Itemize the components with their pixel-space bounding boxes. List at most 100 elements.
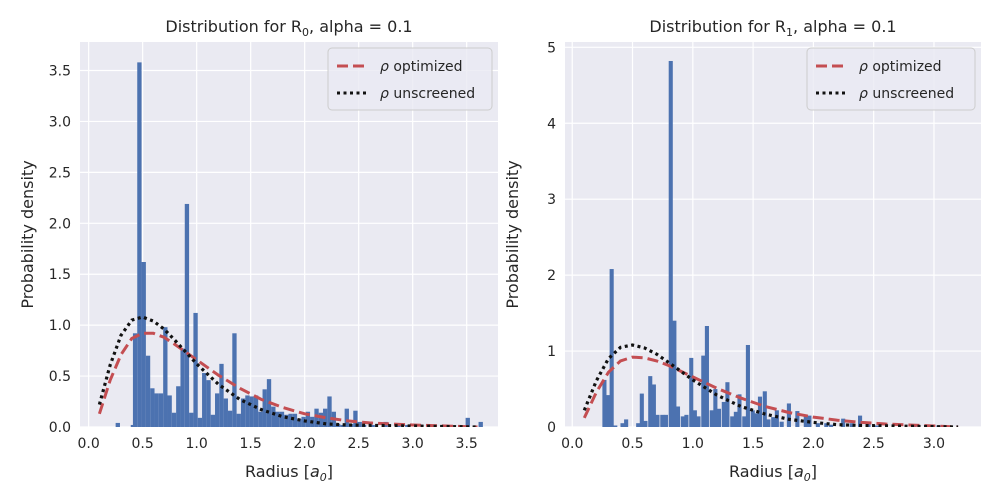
curves — [97, 315, 478, 427]
histogram-bar — [730, 416, 735, 427]
y-tick-label: 0.0 — [49, 420, 71, 436]
y-axis-label: Probability density — [18, 160, 37, 308]
histogram-bar — [253, 395, 259, 427]
curves — [582, 343, 959, 427]
histogram-bar — [189, 412, 194, 427]
x-tick-label: 1.0 — [186, 436, 208, 452]
histogram-bar — [370, 424, 375, 427]
histogram-bar — [689, 357, 694, 427]
histogram-bar — [771, 417, 776, 427]
histogram-bar — [171, 412, 177, 427]
histogram-bar — [292, 413, 298, 427]
histogram-bar — [154, 393, 159, 427]
histogram-bar — [725, 382, 730, 427]
histogram-bar — [762, 391, 767, 427]
x-tick-label: 2.0 — [802, 436, 824, 452]
y-tick-label: 3 — [547, 192, 556, 208]
x-label-subscript: 0 — [320, 471, 327, 484]
histogram-bar — [716, 408, 722, 427]
histogram-bar — [115, 422, 120, 427]
y-tick-label: 1.0 — [49, 318, 71, 334]
unscreened-curve — [97, 315, 478, 427]
histogram-bar — [318, 412, 324, 427]
histogram-bar — [232, 333, 237, 427]
histogram-bar — [692, 410, 697, 427]
histogram-bar — [184, 203, 190, 427]
histogram-bar — [803, 415, 808, 427]
histogram-bar — [609, 269, 614, 427]
histogram-bar — [353, 410, 358, 427]
histogram-bar — [405, 424, 410, 427]
histogram-bar — [132, 333, 138, 427]
histogram-bar — [709, 410, 714, 427]
histogram-bar — [227, 410, 233, 427]
histogram-bar — [158, 393, 164, 427]
histogram-bar — [271, 406, 276, 427]
y-tick-label: 5 — [547, 40, 556, 56]
histogram-bar — [660, 414, 665, 427]
x-label-suffix: ] — [811, 462, 817, 481]
histogram-bar — [754, 413, 759, 427]
histogram-bar — [137, 62, 142, 427]
histogram-bar — [663, 414, 668, 427]
chart-title: Distribution for R1, alpha = 0.1 — [649, 17, 896, 39]
histogram-bar — [249, 396, 254, 427]
y-tick-label: 0 — [547, 420, 556, 436]
y-tick-label: 3.0 — [49, 114, 71, 130]
histogram-bar — [141, 262, 146, 427]
legend-label-text: unscreened — [868, 86, 954, 102]
x-tick-label: 3.0 — [402, 436, 424, 452]
histogram-bar — [624, 419, 629, 427]
y-axis-label: Probability density — [503, 160, 522, 308]
histogram-bar — [786, 403, 791, 427]
histogram-bar — [680, 416, 685, 427]
histogram-bar — [815, 423, 820, 427]
histogram-bar — [240, 398, 246, 427]
histogram-bar — [750, 410, 755, 427]
optimized-curve — [582, 355, 959, 427]
legend-label-text: optimized — [389, 59, 463, 75]
histogram-bar — [176, 386, 181, 427]
histogram-bar — [643, 420, 648, 427]
legend-box — [327, 47, 493, 111]
histogram-bar — [672, 320, 677, 427]
legend-label-optimized: ρ optimized — [859, 59, 942, 75]
histogram-bar — [145, 355, 151, 427]
histogram-bar — [478, 421, 483, 427]
histogram-bar — [262, 389, 267, 427]
histogram-bar — [849, 423, 854, 427]
histogram-bar — [766, 419, 771, 427]
x-label-subscript: 0 — [804, 471, 811, 484]
histogram-bar — [721, 401, 726, 427]
x-axis-label: Radius [a0] — [245, 462, 333, 484]
histogram-bar — [829, 424, 834, 427]
optimized-curve — [97, 331, 478, 427]
y-tick-label: 3.5 — [49, 64, 71, 80]
title-subscript: 1 — [786, 26, 793, 39]
histogram-bar — [275, 411, 280, 427]
x-axis-label: Radius [a0] — [729, 462, 817, 484]
histogram-bar — [713, 389, 718, 427]
histogram-bar — [193, 312, 198, 427]
histogram-bar — [197, 417, 203, 427]
histogram-bar — [841, 418, 846, 427]
y-tick-label: 1.5 — [49, 267, 71, 283]
unscreened-curve — [582, 343, 959, 427]
legend-symbol: ρ — [859, 59, 868, 75]
histogram-bar — [613, 425, 618, 427]
histogram-bar — [737, 394, 742, 427]
chart-title: Distribution for R0, alpha = 0.1 — [165, 17, 412, 39]
histogram-bar — [210, 414, 216, 427]
x-tick-label: 2.5 — [863, 436, 885, 452]
histogram-bar — [279, 411, 285, 427]
histogram-bar — [733, 411, 738, 427]
x-tick-label: 2.5 — [348, 436, 370, 452]
x-tick-label: 1.5 — [240, 436, 262, 452]
legend-label-unscreened: ρ unscreened — [380, 86, 475, 102]
y-tick-label: 4 — [547, 116, 556, 132]
histogram-bar — [774, 410, 779, 427]
x-tick-label: 2.0 — [294, 436, 316, 452]
histogram-bar — [465, 417, 470, 427]
histogram-bar — [167, 395, 172, 427]
x-tick-label: 3.0 — [923, 436, 945, 452]
